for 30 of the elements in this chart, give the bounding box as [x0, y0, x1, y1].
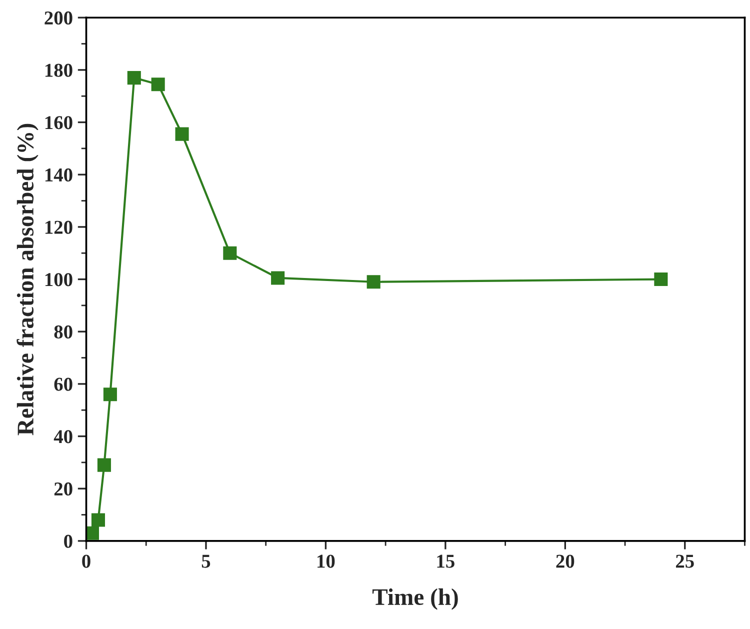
- point: [86, 526, 100, 540]
- point: [103, 388, 117, 402]
- y-tick-label: 20: [54, 482, 72, 496]
- x-tick-label: 5: [202, 554, 210, 568]
- y-tick-label: 100: [45, 273, 72, 286]
- y-tick-label: 180: [45, 64, 72, 77]
- y-axis-title: Relative fraction absorbed (%): [16, 124, 38, 436]
- y-tick-label: 160: [45, 116, 72, 130]
- point: [151, 78, 165, 92]
- x-tick-label: 15: [437, 554, 454, 568]
- point: [271, 271, 285, 285]
- y-tick-label: 140: [45, 168, 72, 182]
- x-tick-label: 0: [82, 554, 90, 568]
- y-tick-label: 60: [54, 378, 72, 391]
- point: [91, 513, 105, 527]
- y-tick-label: 0: [64, 534, 72, 548]
- y-tick-label: 80: [54, 325, 72, 339]
- x-axis-title: Time (h): [372, 588, 458, 610]
- y-tick-label: 200: [44, 11, 72, 25]
- y-tick-label: 120: [45, 220, 72, 234]
- point: [127, 71, 141, 85]
- point: [97, 458, 111, 472]
- point: [175, 127, 189, 141]
- x-tick-label: 10: [318, 554, 335, 568]
- point: [654, 272, 668, 286]
- x-tick-label: 25: [676, 554, 694, 568]
- point: [223, 246, 237, 260]
- y-tick-label: 40: [54, 430, 72, 444]
- x-tick-label: 20: [556, 554, 574, 568]
- point: [366, 275, 380, 289]
